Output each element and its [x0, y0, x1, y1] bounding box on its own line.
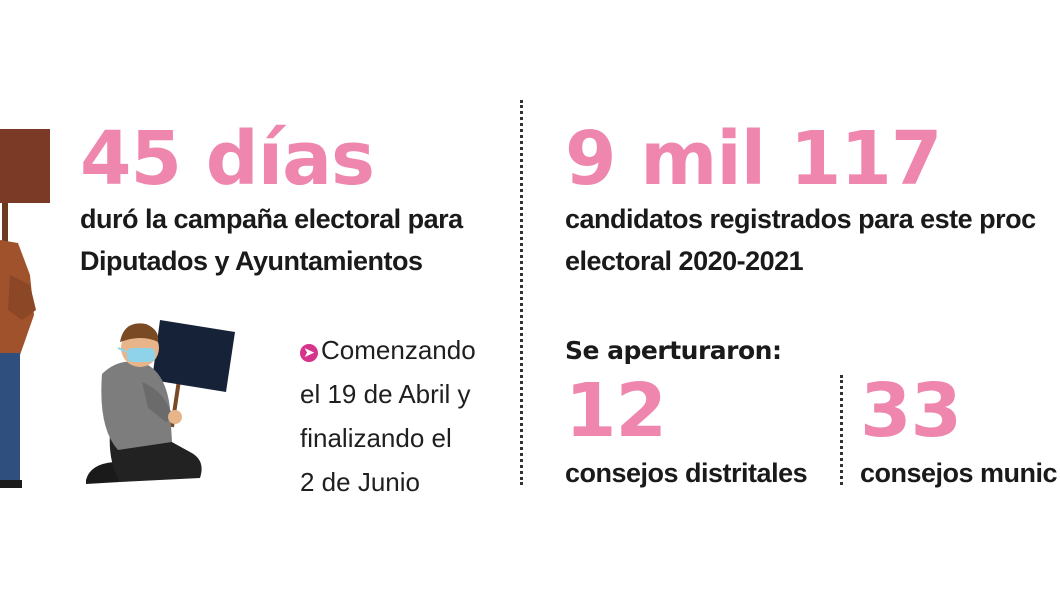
- district-councils-label: consejos distritales: [565, 458, 808, 488]
- candidates-description: candidatos registrados para este proc el…: [565, 198, 1036, 282]
- note-line4: 2 de Junio: [300, 467, 420, 497]
- municipal-councils-label: consejos munic: [860, 458, 1058, 488]
- campaign-dates-note: ➤ Comenzando el 19 de Abril y finalizando…: [300, 328, 476, 504]
- protester-standing-illustration: [0, 129, 50, 488]
- candidates-line2: electoral 2020-2021: [565, 246, 804, 276]
- note-line1: ➤ Comenzando: [300, 328, 476, 372]
- campaign-duration-line2: Diputados y Ayuntamientos: [80, 246, 423, 276]
- district-councils-number: 12: [565, 368, 667, 454]
- main-dotted-divider: [520, 100, 523, 485]
- kneeling-masked-protester-illustration: [86, 320, 235, 484]
- note-line2: el 19 de Abril y: [300, 379, 471, 409]
- note-line1-text: Comenzando: [321, 335, 476, 365]
- candidates-line1: candidatos registrados para este proc: [565, 204, 1036, 234]
- opened-heading: Se aperturaron:: [565, 336, 782, 365]
- candidates-big-number: 9 mil 117: [565, 116, 942, 202]
- arrow-right-circle-icon: ➤: [300, 344, 318, 362]
- campaign-duration-text: duró la campaña electoral para Diputados…: [80, 198, 463, 282]
- stats-dotted-divider: [840, 375, 843, 485]
- municipal-councils-number: 33: [860, 368, 962, 454]
- campaign-duration-line1: duró la campaña electoral para: [80, 204, 463, 234]
- note-line3: finalizando el: [300, 423, 452, 453]
- days-big-number: 45 días: [80, 116, 375, 202]
